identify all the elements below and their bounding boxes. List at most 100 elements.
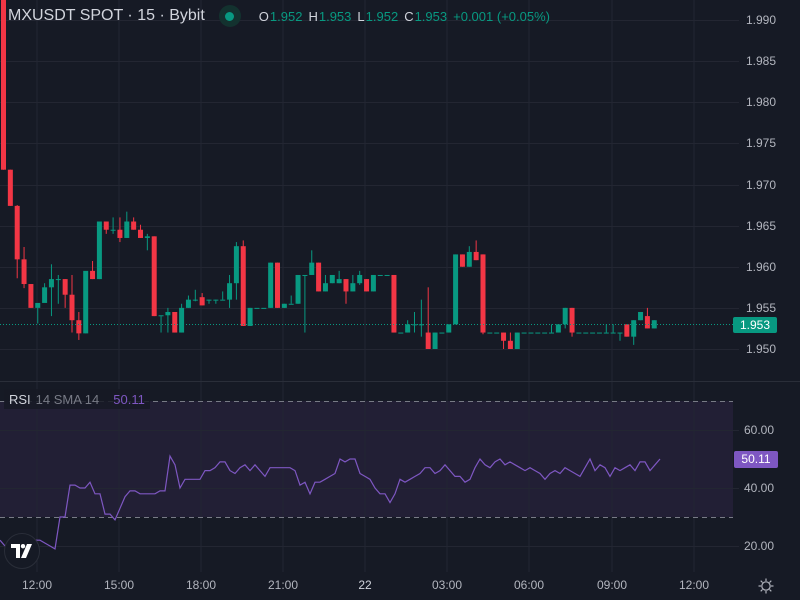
candle-up (514, 332, 520, 349)
candle-up (206, 299, 212, 301)
candle-up (288, 303, 294, 305)
candle-up (55, 279, 61, 281)
candle-down (138, 229, 143, 238)
candle-up (35, 302, 41, 308)
rsi-line (0, 454, 661, 559)
candle-up (384, 274, 390, 276)
symbol-legend: MXUSDT SPOT · 15 · Bybit O 1.952 H 1.953 L… (8, 5, 550, 27)
candle-up (398, 332, 404, 334)
candle-up (268, 262, 274, 308)
candle-up (590, 332, 596, 334)
candle-up (144, 236, 150, 238)
symbol-title[interactable]: MXUSDT SPOT · 15 · Bybit (8, 7, 205, 24)
candle-up (596, 332, 602, 334)
time-axis-label: 06:00 (513, 578, 545, 592)
candle-up (487, 332, 493, 334)
rsi-axis-label: 40.00 (744, 481, 775, 495)
candle-up (329, 274, 335, 284)
candle-up (110, 229, 116, 231)
time-axis-label: 15:00 (103, 578, 135, 592)
candle-up (528, 332, 534, 334)
rsi-value: 50.11 (113, 391, 145, 407)
candle-up (549, 332, 554, 334)
candle-up (535, 332, 541, 334)
candle-down (391, 274, 397, 333)
candle-down (425, 332, 431, 349)
candle-down (480, 254, 486, 333)
candle-up (610, 332, 616, 334)
candle-up (48, 279, 54, 288)
candle-up (357, 274, 363, 284)
high-value: 1.953 (318, 8, 352, 24)
close-value: 1.953 (414, 8, 448, 24)
time-axis-label: 12:00 (678, 578, 710, 592)
rsi-value-tag: 50.11 (734, 451, 778, 468)
close-label: C (404, 8, 414, 24)
price-axis-label: 1.960 (746, 259, 777, 274)
candle-up (247, 307, 253, 326)
candle-down (69, 294, 75, 321)
candle-up (350, 283, 356, 292)
tradingview-logo[interactable] (4, 533, 40, 569)
market-status-indicator[interactable] (218, 5, 241, 27)
rsi-axis-label: 20.00 (744, 539, 775, 553)
candle-up (617, 332, 623, 334)
candle-down (624, 324, 630, 337)
candle-down (7, 169, 13, 206)
candle-up (446, 324, 452, 333)
candle-down (569, 307, 575, 333)
candle-up (542, 332, 548, 334)
candle-up (370, 274, 376, 292)
candle-up (220, 299, 226, 301)
candle-up (295, 274, 301, 304)
candle-down (507, 340, 513, 349)
rsi-band-fill (0, 401, 733, 517)
price-axis-label: 1.990 (746, 13, 777, 27)
candle-up (192, 299, 198, 301)
candle-down (28, 284, 34, 308)
candle-down (151, 236, 157, 317)
settings-gear-icon[interactable] (758, 578, 774, 594)
candle-up (213, 299, 219, 301)
candle-up (42, 287, 48, 303)
candle-up (165, 311, 171, 316)
candle-down (172, 311, 178, 333)
candle-down (90, 270, 96, 280)
candle-down (644, 316, 650, 329)
time-axis-label: 22 (358, 578, 372, 592)
price-axis-label: 1.975 (746, 136, 777, 151)
candle-up (254, 307, 260, 309)
high-label: H (308, 8, 318, 24)
candle-up (322, 283, 328, 292)
candle-up (281, 303, 287, 308)
candle-down (117, 229, 123, 238)
price-axis-label: 1.970 (746, 177, 777, 192)
change-value: +0.001 (+0.05%) (453, 8, 550, 24)
rsi-name: RSI (9, 391, 31, 407)
open-label: O (258, 8, 269, 24)
candle-up (158, 315, 164, 317)
candle-up (432, 332, 438, 349)
candle-up (453, 254, 459, 325)
candle-up (96, 221, 102, 280)
low-label: L (357, 8, 365, 24)
time-axis-label: 09:00 (596, 578, 628, 592)
price-axis-label: 1.980 (746, 95, 777, 110)
candle-up (179, 307, 185, 333)
candle-down (103, 221, 109, 230)
candle-down (459, 254, 465, 267)
rsi-params: 14 SMA 14 (35, 391, 100, 407)
price-axis-label: 1.955 (746, 300, 777, 315)
rsi-legend[interactable]: RSI 14 SMA 14 50.11 (4, 389, 150, 409)
candle-down (21, 259, 27, 285)
candle-up (603, 332, 609, 334)
candle-up (638, 311, 644, 321)
time-axis-label: 21:00 (267, 578, 299, 592)
candle-up (185, 299, 191, 308)
candle-down (14, 205, 20, 260)
candle-down (199, 297, 205, 306)
candle-up (302, 274, 308, 276)
candle-down (62, 279, 68, 295)
time-axis-label: 18:00 (185, 578, 217, 592)
